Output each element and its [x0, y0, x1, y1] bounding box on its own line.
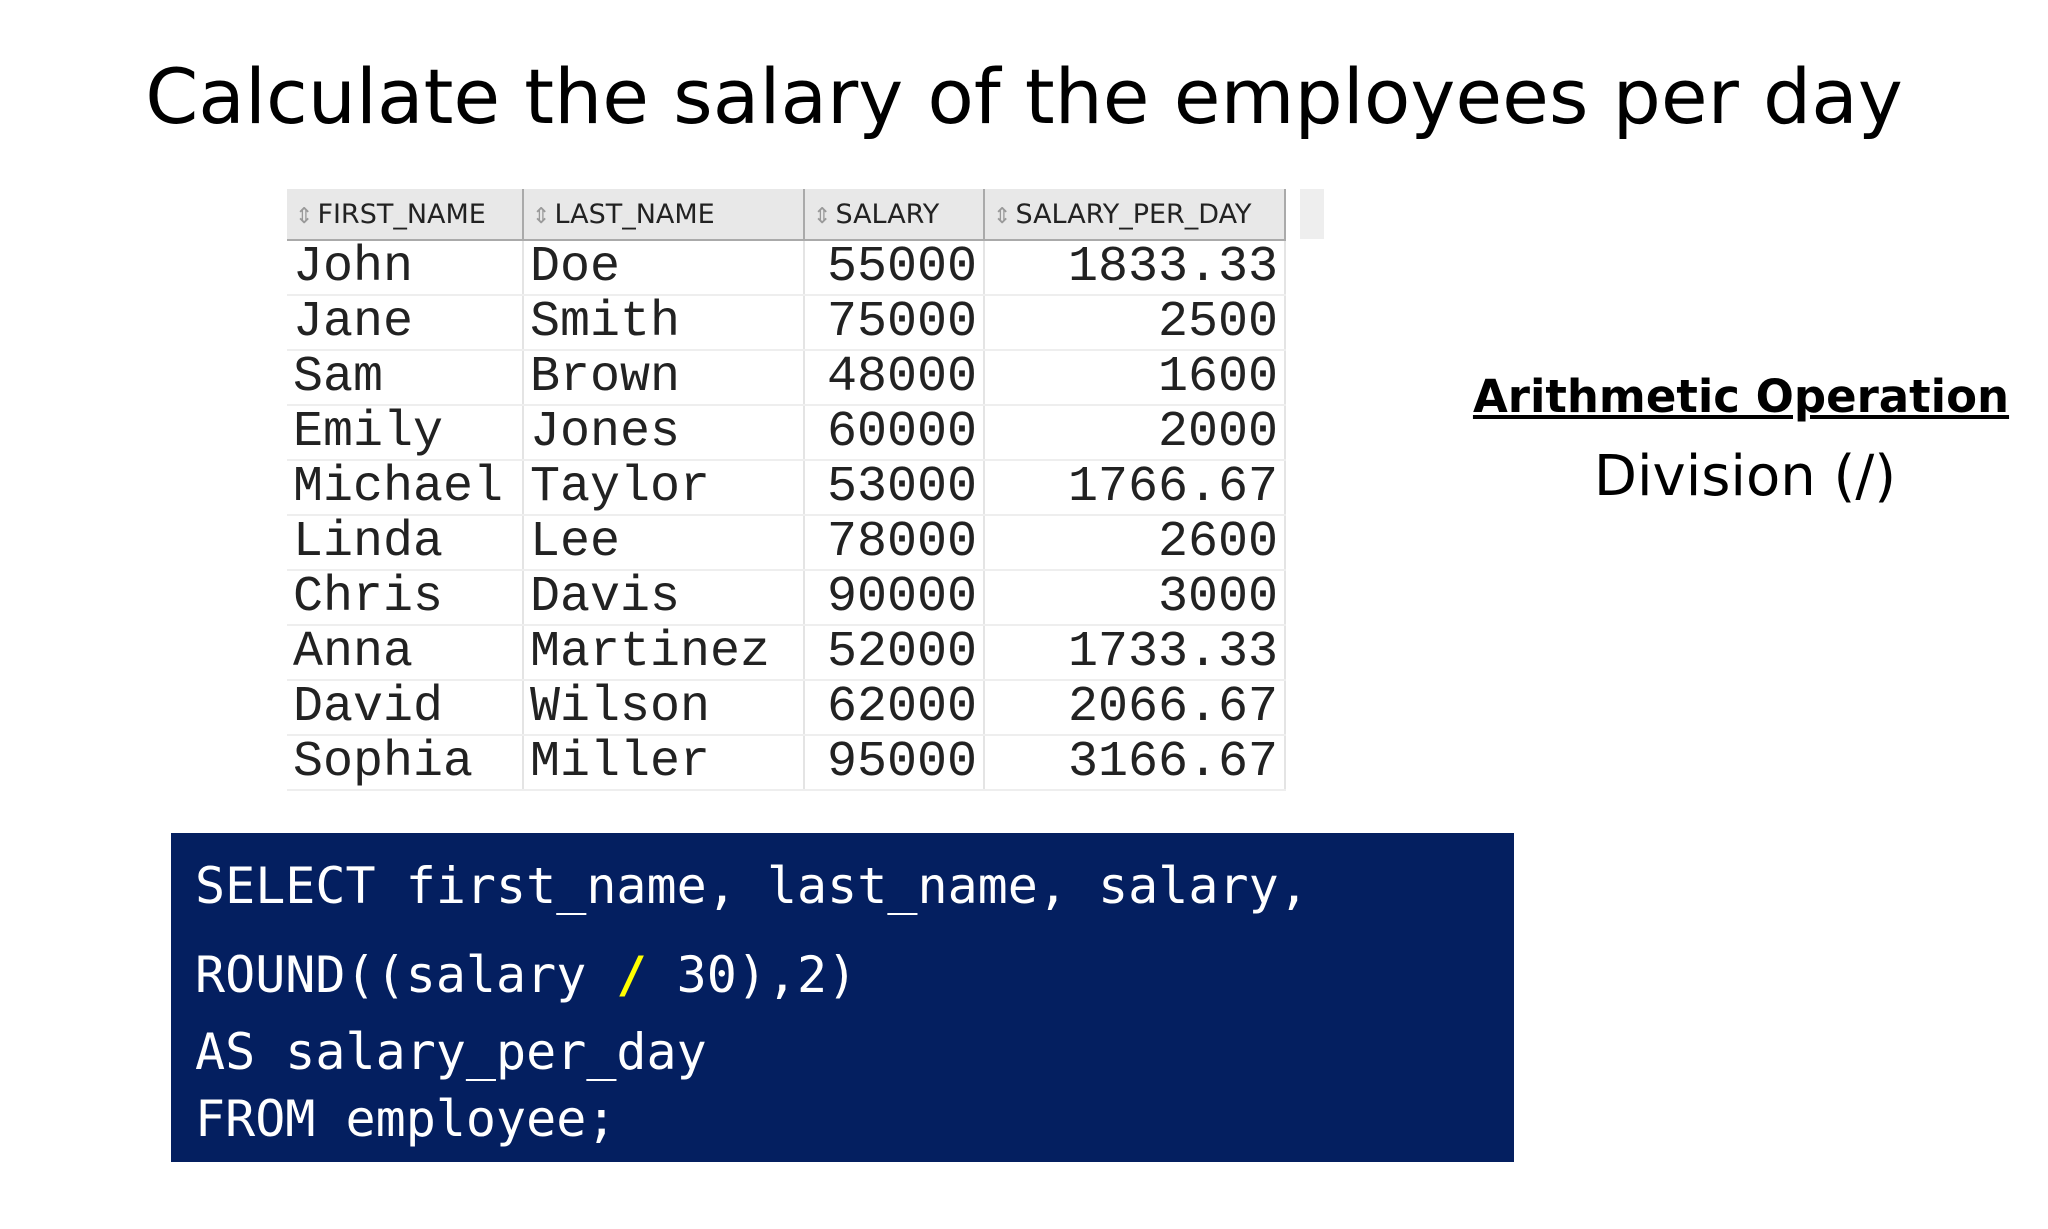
result-table: ⇕ FIRST_NAME ⇕ LAST_NAME ⇕ SALARY ⇕ SALARY_PER_…	[287, 189, 1286, 791]
table-row: Linda Lee 78000 2600	[287, 515, 1286, 571]
table-cell: 48000	[804, 350, 985, 406]
table-cell: 90000	[804, 570, 985, 626]
table-cell: 52000	[804, 625, 985, 681]
table-cell: 53000	[804, 460, 985, 516]
header-label: FIRST_NAME	[317, 198, 486, 230]
code-line: AS salary_per_day	[195, 1023, 707, 1081]
table-cell: Sam	[287, 350, 524, 406]
table-cell: Chris	[287, 570, 524, 626]
table-row: David Wilson 62000 2066.67	[287, 680, 1286, 736]
code-block: SELECT first_name, last_name, salary, ROU…	[171, 833, 1514, 1162]
table-cell: David	[287, 680, 524, 736]
slide-title: Calculate the salary of the employees pe…	[145, 52, 1903, 141]
table-row: Sophia Miller 95000 3166.67	[287, 735, 1286, 791]
code-text: ROUND((salary	[195, 946, 617, 1004]
column-header: ⇕ LAST_NAME	[523, 189, 805, 241]
code-line: SELECT first_name, last_name, salary,	[195, 857, 1309, 915]
table-cell: Michael	[287, 460, 524, 516]
sort-icon: ⇕	[532, 203, 551, 229]
table-cell: Wilson	[523, 680, 805, 736]
header-label: LAST_NAME	[554, 198, 715, 230]
code-text: SELECT first_name, last_name, salary,	[195, 857, 1309, 915]
table-cell: 2000	[984, 405, 1286, 461]
table-cell: 1766.67	[984, 460, 1286, 516]
header-label: SALARY	[835, 198, 940, 230]
code-line: ROUND((salary / 30),2)	[195, 946, 857, 1004]
code-text: AS salary_per_day	[195, 1023, 707, 1081]
table-cell: Jane	[287, 295, 524, 351]
table-cell: Doe	[523, 240, 805, 296]
table-body: John Doe 55000 1833.33 Jane Smith 75000 2500 Sam…	[287, 240, 1286, 791]
header-label: SALARY_PER_DAY	[1015, 198, 1252, 230]
table-row: John Doe 55000 1833.33	[287, 240, 1286, 296]
table-cell: 1600	[984, 350, 1286, 406]
table-cell: Davis	[523, 570, 805, 626]
table-cell: 78000	[804, 515, 985, 571]
sort-icon: ⇕	[295, 203, 314, 229]
table-row: Michael Taylor 53000 1766.67	[287, 460, 1286, 516]
table-cell: 75000	[804, 295, 985, 351]
table-cell: Lee	[523, 515, 805, 571]
table-cell: Martinez	[523, 625, 805, 681]
table-cell: Brown	[523, 350, 805, 406]
table-cell: 1733.33	[984, 625, 1286, 681]
table-cell: Emily	[287, 405, 524, 461]
table-cell: 2600	[984, 515, 1286, 571]
table-cell: John	[287, 240, 524, 296]
sort-icon: ⇕	[813, 203, 832, 229]
table-row: Chris Davis 90000 3000	[287, 570, 1286, 626]
table-cell: Smith	[523, 295, 805, 351]
table-cell: 2500	[984, 295, 1286, 351]
code-text: 30),2)	[646, 946, 858, 1004]
table-cell: Linda	[287, 515, 524, 571]
table-cell: Sophia	[287, 735, 524, 791]
table-cell: 55000	[804, 240, 985, 296]
table-row: Emily Jones 60000 2000	[287, 405, 1286, 461]
table-cell: Jones	[523, 405, 805, 461]
code-line: FROM employee;	[195, 1090, 616, 1148]
table-cell: 3166.67	[984, 735, 1286, 791]
note-text: Division (/)	[1593, 444, 1897, 509]
note-heading: Arithmetic Operation	[1472, 370, 2010, 423]
table-cell: 3000	[984, 570, 1286, 626]
operator-highlight: /	[616, 946, 647, 1004]
table-cell: 60000	[804, 405, 985, 461]
table-cell: 62000	[804, 680, 985, 736]
table-cell: 95000	[804, 735, 985, 791]
column-header: ⇕ FIRST_NAME	[287, 189, 524, 241]
table-cell: Taylor	[523, 460, 805, 516]
table-row: Sam Brown 48000 1600	[287, 350, 1286, 406]
column-header: ⇕ SALARY	[804, 189, 985, 241]
column-header: ⇕ SALARY_PER_DAY	[984, 189, 1286, 241]
table-cell: 1833.33	[984, 240, 1286, 296]
table-cell: Anna	[287, 625, 524, 681]
sort-icon: ⇕	[993, 203, 1012, 229]
header-filler	[1300, 189, 1324, 239]
code-text: FROM employee;	[195, 1090, 617, 1148]
table-row: Jane Smith 75000 2500	[287, 295, 1286, 351]
table-cell: 2066.67	[984, 680, 1286, 736]
table-row: Anna Martinez 52000 1733.33	[287, 625, 1286, 681]
table-cell: Miller	[523, 735, 805, 791]
header-row: ⇕ FIRST_NAME ⇕ LAST_NAME ⇕ SALARY ⇕ SALARY_PER_…	[287, 189, 1286, 241]
